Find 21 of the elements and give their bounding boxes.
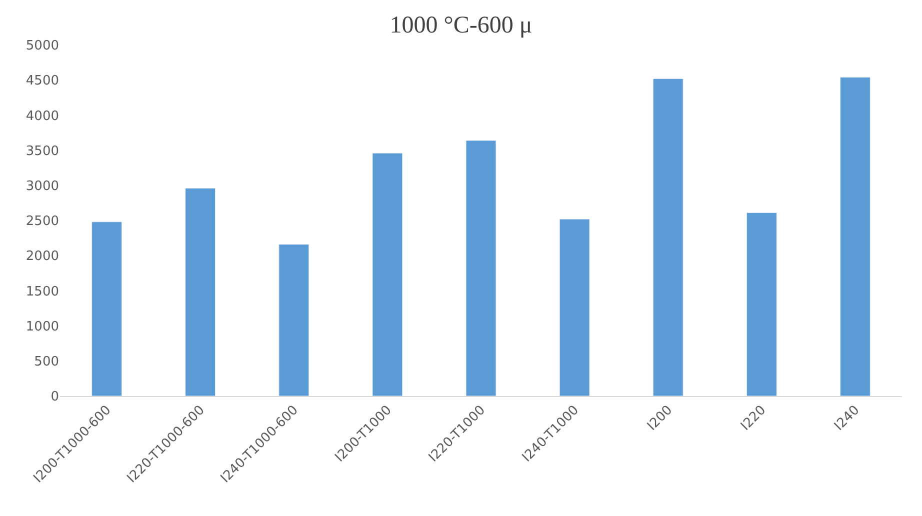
y-tick-label: 1500 — [26, 284, 59, 300]
bar — [466, 140, 496, 396]
y-tick-label: 0 — [50, 390, 59, 405]
y-tick-label: 4000 — [26, 108, 59, 124]
y-tick-label: 2500 — [26, 214, 59, 230]
chart-title: 1000 °C-600 μ — [390, 12, 532, 38]
bar — [652, 78, 684, 396]
bar — [840, 77, 870, 396]
bar — [92, 222, 122, 396]
bar — [185, 188, 216, 396]
bar — [278, 244, 310, 396]
y-tick-label: 2000 — [26, 249, 59, 264]
y-tick-label: 5000 — [26, 38, 59, 54]
y-tick-label: 3500 — [26, 144, 59, 159]
y-tick-label: 1000 — [26, 319, 59, 334]
y-tick-label: 500 — [34, 354, 59, 370]
bar — [372, 152, 403, 396]
bar — [746, 212, 777, 396]
y-tick-label: 4500 — [26, 74, 59, 89]
y-tick-label: 3000 — [26, 178, 59, 194]
bar — [559, 218, 590, 396]
